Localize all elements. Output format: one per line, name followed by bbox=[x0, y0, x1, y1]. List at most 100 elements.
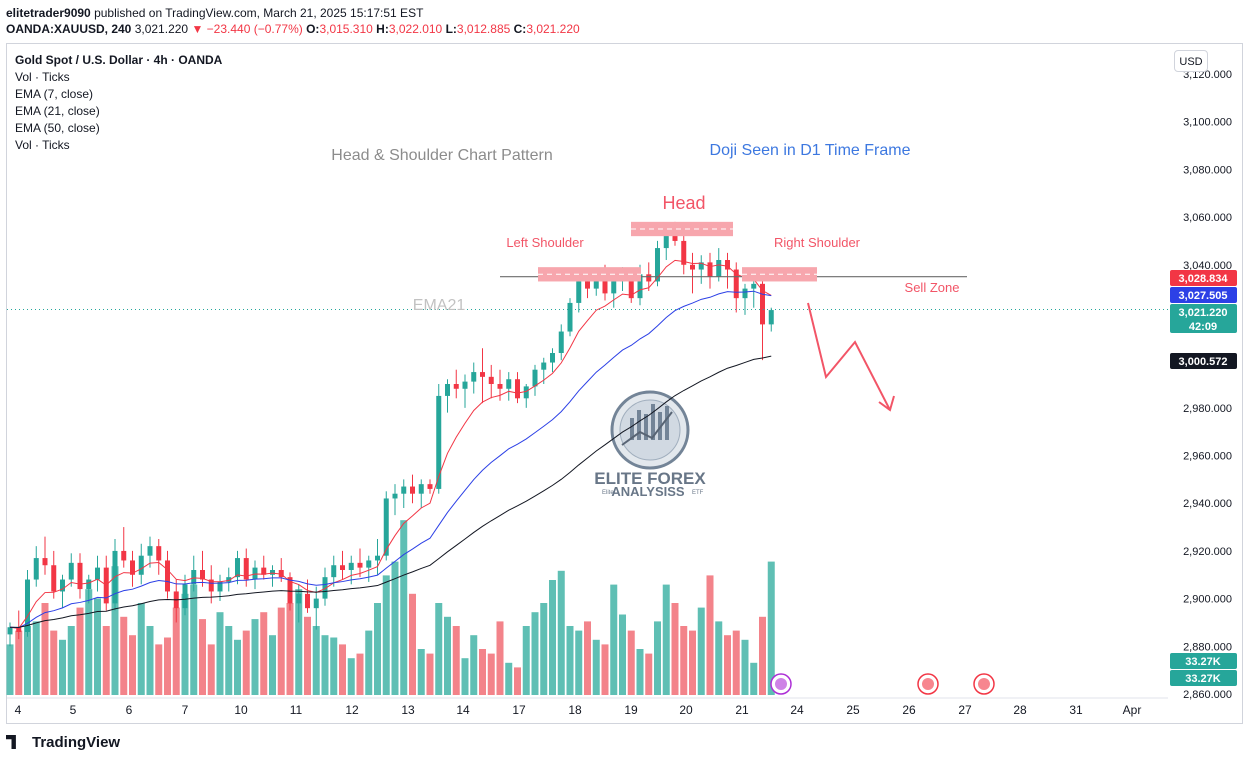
candle-body[interactable] bbox=[33, 558, 39, 580]
candle-body[interactable] bbox=[453, 384, 459, 389]
legend-item-ema7[interactable]: EMA (7, close) bbox=[15, 87, 94, 101]
candle-body[interactable] bbox=[60, 579, 65, 592]
last-price-badge[interactable]: 3,021.220 42:09 bbox=[1170, 304, 1237, 333]
us-flag-icon[interactable] bbox=[917, 673, 939, 695]
legend-item-ema50[interactable]: EMA (50, close) bbox=[15, 121, 100, 135]
candle-body[interactable] bbox=[768, 310, 774, 325]
candle-body[interactable] bbox=[532, 369, 538, 387]
pattern-title[interactable]: Head & Shoulder Chart Pattern bbox=[331, 147, 552, 164]
event-lightning-icon[interactable] bbox=[770, 673, 792, 695]
candle-body[interactable] bbox=[278, 570, 284, 578]
ema21-label[interactable]: EMA21 bbox=[413, 297, 466, 314]
candle-body[interactable] bbox=[86, 579, 92, 590]
candle-body[interactable] bbox=[366, 560, 372, 568]
candle-body[interactable] bbox=[313, 598, 319, 609]
candle-body[interactable] bbox=[357, 562, 363, 568]
candle-body[interactable] bbox=[480, 372, 485, 377]
candle-body[interactable] bbox=[436, 395, 442, 489]
candle-body[interactable] bbox=[760, 283, 765, 325]
legend-item-vol[interactable]: Vol · Ticks bbox=[15, 70, 70, 84]
candle-body[interactable] bbox=[322, 577, 328, 599]
candle-body[interactable] bbox=[156, 546, 162, 561]
candle-body[interactable] bbox=[576, 281, 582, 303]
legend-item-ema21[interactable]: EMA (21, close) bbox=[15, 104, 100, 118]
candle-body[interactable] bbox=[68, 562, 74, 580]
doji-note[interactable]: Doji Seen in D1 Time Frame bbox=[710, 142, 911, 159]
ema50-price-badge[interactable]: 3,000.572 bbox=[1170, 353, 1237, 369]
sell-projection-arrow[interactable] bbox=[807, 302, 891, 411]
candle-body[interactable] bbox=[716, 260, 722, 277]
candle-body[interactable] bbox=[95, 567, 100, 580]
candle-body[interactable] bbox=[138, 555, 144, 575]
candle-body[interactable] bbox=[226, 577, 232, 582]
candle-body[interactable] bbox=[392, 493, 398, 499]
candle-body[interactable] bbox=[165, 560, 170, 592]
candle-body[interactable] bbox=[418, 484, 424, 494]
head-label[interactable]: Head bbox=[662, 193, 705, 213]
head-zone[interactable] bbox=[631, 221, 733, 237]
candle-body[interactable] bbox=[672, 233, 678, 241]
candle-body[interactable] bbox=[725, 260, 730, 270]
candle-body[interactable] bbox=[602, 279, 608, 294]
candle-body[interactable] bbox=[690, 264, 695, 270]
sell-zone-label[interactable]: Sell Zone bbox=[905, 280, 960, 295]
candle-body[interactable] bbox=[637, 274, 643, 299]
legend-title[interactable]: Gold Spot / U.S. Dollar · 4h · OANDA bbox=[15, 53, 223, 67]
candle-body[interactable] bbox=[655, 248, 660, 282]
candle-body[interactable] bbox=[182, 584, 188, 609]
candle-body[interactable] bbox=[270, 570, 275, 575]
candle-body[interactable] bbox=[733, 269, 739, 299]
candle-body[interactable] bbox=[217, 581, 223, 592]
candle-body[interactable] bbox=[130, 560, 135, 575]
candle-body[interactable] bbox=[541, 362, 547, 370]
currency-button[interactable]: USD bbox=[1174, 50, 1208, 72]
candle-body[interactable] bbox=[243, 558, 249, 580]
candle-body[interactable] bbox=[77, 562, 83, 590]
candle-body[interactable] bbox=[121, 550, 127, 561]
candle-body[interactable] bbox=[331, 565, 337, 578]
candle-body[interactable] bbox=[16, 627, 22, 632]
candle-body[interactable] bbox=[296, 593, 302, 604]
candle-body[interactable] bbox=[550, 353, 555, 363]
candle-body[interactable] bbox=[742, 288, 748, 299]
candle-body[interactable] bbox=[348, 562, 354, 571]
candle-body[interactable] bbox=[497, 384, 503, 389]
candle-body[interactable] bbox=[445, 384, 450, 396]
legend-item-vol2[interactable]: Vol · Ticks bbox=[15, 138, 70, 152]
candle-body[interactable] bbox=[663, 233, 669, 249]
candle-body[interactable] bbox=[383, 498, 389, 556]
candle-body[interactable] bbox=[506, 379, 512, 389]
candle-body[interactable] bbox=[585, 281, 590, 289]
candle-body[interactable] bbox=[488, 376, 494, 385]
candle-body[interactable] bbox=[593, 279, 599, 289]
candle-body[interactable] bbox=[646, 274, 652, 282]
ema7-price-badge[interactable]: 3,028.834 bbox=[1170, 270, 1237, 286]
candle-body[interactable] bbox=[235, 558, 240, 578]
candle-body[interactable] bbox=[191, 570, 197, 585]
candle-body[interactable] bbox=[558, 331, 564, 354]
candle-body[interactable] bbox=[698, 262, 704, 270]
volume-badge-2[interactable]: 33.27K bbox=[1170, 670, 1237, 686]
author-name[interactable]: elitetrader9090 bbox=[6, 6, 91, 20]
right-shoulder-label[interactable]: Right Shoulder bbox=[774, 235, 861, 250]
candle-body[interactable] bbox=[401, 486, 407, 494]
candle-body[interactable] bbox=[287, 577, 293, 604]
candle-body[interactable] bbox=[523, 386, 529, 399]
left-shoulder-label[interactable]: Left Shoulder bbox=[506, 235, 584, 250]
candle-body[interactable] bbox=[751, 283, 757, 289]
symbol-label[interactable]: OANDA:XAUUSD, 240 bbox=[6, 22, 132, 36]
candle-body[interactable] bbox=[51, 565, 57, 592]
candle-body[interactable] bbox=[427, 484, 433, 489]
candle-body[interactable] bbox=[7, 627, 13, 635]
ema21-price-badge[interactable]: 3,027.505 bbox=[1170, 287, 1237, 303]
candle-body[interactable] bbox=[462, 381, 468, 389]
candle-body[interactable] bbox=[611, 281, 617, 294]
left-shoulder-zone[interactable] bbox=[538, 267, 641, 282]
candle-body[interactable] bbox=[410, 486, 415, 494]
candle-body[interactable] bbox=[707, 262, 713, 277]
candle-body[interactable] bbox=[375, 555, 380, 561]
us-flag-icon[interactable] bbox=[973, 673, 995, 695]
candle-body[interactable] bbox=[200, 570, 205, 580]
candle-body[interactable] bbox=[340, 565, 345, 571]
